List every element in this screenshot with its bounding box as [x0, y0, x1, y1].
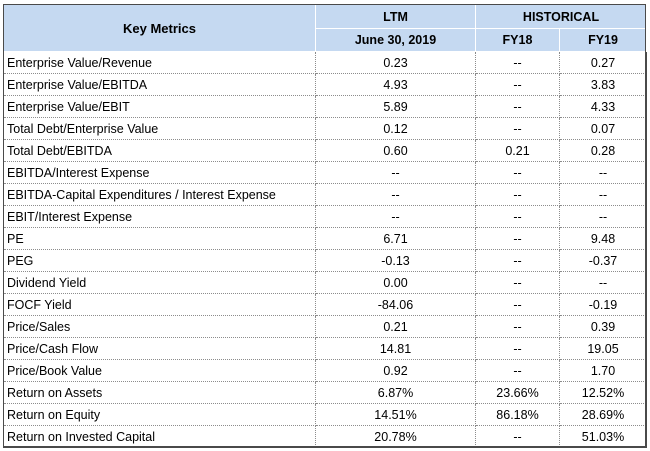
ltm-value: 0.12	[315, 117, 476, 140]
fy19-value: 1.70	[559, 359, 648, 382]
metric-label: Price/Book Value	[3, 359, 316, 382]
fy18-header: FY18	[475, 28, 560, 52]
key-metrics-header: Key Metrics	[3, 4, 316, 52]
metric-label: Enterprise Value/Revenue	[3, 51, 316, 74]
table-row: Return on Assets 6.87% 23.66% 12.52%	[3, 381, 648, 404]
metric-label: PEG	[3, 249, 316, 272]
historical-header: HISTORICAL	[474, 4, 648, 29]
ltm-value: 4.93	[315, 73, 476, 96]
table-row: PE 6.71 -- 9.48	[3, 227, 648, 250]
table-row: Enterprise Value/EBIT 5.89 -- 4.33	[3, 95, 648, 118]
metric-label: Enterprise Value/EBITDA	[3, 73, 316, 96]
table-row: Total Debt/EBITDA 0.60 0.21 0.28	[3, 139, 648, 162]
fy19-value: 28.69%	[559, 403, 648, 426]
fy18-value: 0.21	[475, 139, 560, 162]
ltm-value: 0.23	[315, 51, 476, 74]
fy19-value: --	[559, 183, 648, 206]
fy18-value: --	[475, 227, 560, 250]
fy19-value: -0.37	[559, 249, 648, 272]
metric-label: EBITDA/Interest Expense	[3, 161, 316, 184]
fy18-value: --	[475, 161, 560, 184]
fy19-value: 0.07	[559, 117, 648, 140]
metric-label: Total Debt/Enterprise Value	[3, 117, 316, 140]
fy18-value: --	[475, 425, 560, 448]
metric-label: Return on Assets	[3, 381, 316, 404]
fy19-value: -0.19	[559, 293, 648, 316]
metric-label: EBIT/Interest Expense	[3, 205, 316, 228]
fy19-value: 3.83	[559, 73, 648, 96]
ltm-value: 20.78%	[315, 425, 476, 448]
metric-label: Enterprise Value/EBIT	[3, 95, 316, 118]
fy19-value: 4.33	[559, 95, 648, 118]
fy18-value: 23.66%	[475, 381, 560, 404]
table-row: Enterprise Value/Revenue 0.23 -- 0.27	[3, 51, 648, 74]
fy18-value: --	[475, 73, 560, 96]
table-row: EBITDA/Interest Expense -- -- --	[3, 161, 648, 184]
fy18-value: --	[475, 117, 560, 140]
fy18-value: --	[475, 359, 560, 382]
fy19-value: 51.03%	[559, 425, 648, 448]
ltm-value: --	[315, 205, 476, 228]
fy19-value: 9.48	[559, 227, 648, 250]
ltm-value: 5.89	[315, 95, 476, 118]
ltm-date-header: June 30, 2019	[315, 28, 476, 52]
ltm-value: 14.81	[315, 337, 476, 360]
table-row: Price/Cash Flow 14.81 -- 19.05	[3, 337, 648, 360]
fy19-value: 0.39	[559, 315, 648, 338]
ltm-value: 6.71	[315, 227, 476, 250]
metrics-body: Enterprise Value/Revenue 0.23 -- 0.27 Enterp…	[3, 51, 648, 448]
fy18-value: --	[475, 337, 560, 360]
key-metrics-table: Key Metrics LTM HISTORICAL June 30, 2019…	[3, 4, 648, 448]
table-row: Enterprise Value/EBITDA 4.93 -- 3.83	[3, 73, 648, 96]
table-row: Price/Book Value 0.92 -- 1.70	[3, 359, 648, 382]
table-row: Dividend Yield 0.00 -- --	[3, 271, 648, 294]
metric-label: Return on Equity	[3, 403, 316, 426]
table-row: Return on Equity 14.51% 86.18% 28.69%	[3, 403, 648, 426]
table-row: EBIT/Interest Expense -- -- --	[3, 205, 648, 228]
fy18-value: --	[475, 293, 560, 316]
metric-label: EBITDA-Capital Expenditures / Interest E…	[3, 183, 316, 206]
ltm-value: 0.60	[315, 139, 476, 162]
fy18-value: --	[475, 95, 560, 118]
fy18-value: --	[475, 205, 560, 228]
fy19-value: 0.28	[559, 139, 648, 162]
table-row: EBITDA-Capital Expenditures / Interest E…	[3, 183, 648, 206]
fy19-value: 0.27	[559, 51, 648, 74]
fy19-value: --	[559, 205, 648, 228]
table-row: Return on Invested Capital 20.78% -- 51.03%	[3, 425, 648, 448]
fy19-header: FY19	[558, 28, 648, 52]
ltm-value: -84.06	[315, 293, 476, 316]
fy19-value: --	[559, 161, 648, 184]
metric-label: Price/Sales	[3, 315, 316, 338]
ltm-header: LTM	[315, 4, 476, 29]
ltm-value: --	[315, 161, 476, 184]
fy19-value: --	[559, 271, 648, 294]
ltm-value: -0.13	[315, 249, 476, 272]
fy19-value: 19.05	[559, 337, 648, 360]
fy18-value: --	[475, 315, 560, 338]
ltm-value: 0.92	[315, 359, 476, 382]
metric-label: Total Debt/EBITDA	[3, 139, 316, 162]
metric-label: Price/Cash Flow	[3, 337, 316, 360]
table-row: Price/Sales 0.21 -- 0.39	[3, 315, 648, 338]
fy18-value: --	[475, 249, 560, 272]
ltm-value: 0.00	[315, 271, 476, 294]
fy18-value: 86.18%	[475, 403, 560, 426]
table-row: FOCF Yield -84.06 -- -0.19	[3, 293, 648, 316]
fy18-value: --	[475, 271, 560, 294]
fy18-value: --	[475, 183, 560, 206]
metric-label: FOCF Yield	[3, 293, 316, 316]
table-row: PEG -0.13 -- -0.37	[3, 249, 648, 272]
fy18-value: --	[475, 51, 560, 74]
ltm-value: --	[315, 183, 476, 206]
table-row: Total Debt/Enterprise Value 0.12 -- 0.07	[3, 117, 648, 140]
fy19-value: 12.52%	[559, 381, 648, 404]
metric-label: Return on Invested Capital	[3, 425, 316, 448]
ltm-value: 6.87%	[315, 381, 476, 404]
metric-label: PE	[3, 227, 316, 250]
metric-label: Dividend Yield	[3, 271, 316, 294]
ltm-value: 14.51%	[315, 403, 476, 426]
key-metrics-table-container: Key Metrics LTM HISTORICAL June 30, 2019…	[3, 4, 648, 448]
ltm-value: 0.21	[315, 315, 476, 338]
